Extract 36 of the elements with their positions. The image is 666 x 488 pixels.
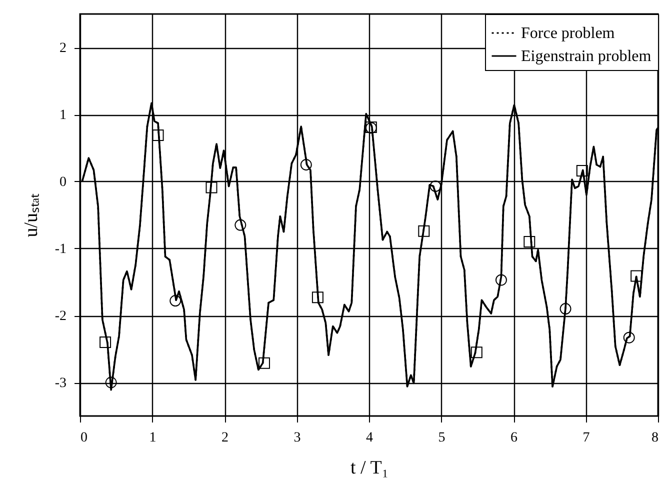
y-axis-title: u/uₛₜₐₜ xyxy=(20,192,42,238)
point xyxy=(258,357,270,369)
y-tick-label: 0 xyxy=(60,175,66,190)
point xyxy=(234,219,246,231)
y-tick-label: -1 xyxy=(54,242,66,257)
x-tick-label: 5 xyxy=(438,430,446,446)
point xyxy=(170,295,182,306)
point xyxy=(100,336,112,348)
point xyxy=(524,236,536,248)
y-tick-label: -3 xyxy=(54,376,66,391)
x-tick-label: 8 xyxy=(652,430,658,446)
legend-label: Eigenstrain problem xyxy=(521,48,652,65)
point xyxy=(495,274,507,286)
legend-label: Force problem xyxy=(521,25,616,42)
x-tick-label: 4 xyxy=(366,430,373,446)
x-tick-label: 1 xyxy=(149,430,156,446)
x-axis-title: t / T₁ xyxy=(350,458,388,478)
point xyxy=(105,376,117,388)
point xyxy=(576,165,588,177)
point xyxy=(623,332,635,344)
point xyxy=(630,270,642,282)
point xyxy=(470,346,482,358)
x-tick-label: 2 xyxy=(222,430,228,446)
y-tick-label: -2 xyxy=(54,309,66,324)
x-tick-label: 6 xyxy=(510,430,518,446)
point xyxy=(418,225,430,237)
point xyxy=(300,159,312,170)
point xyxy=(206,182,218,194)
point xyxy=(312,292,324,304)
y-tick-label: 1 xyxy=(60,108,66,123)
x-tick-label: 0 xyxy=(80,430,88,446)
point xyxy=(560,303,572,315)
point xyxy=(152,130,164,142)
x-tick-label: 7 xyxy=(582,430,590,446)
y-tick-label: 2 xyxy=(60,41,66,56)
x-tick-label: 3 xyxy=(294,430,301,446)
